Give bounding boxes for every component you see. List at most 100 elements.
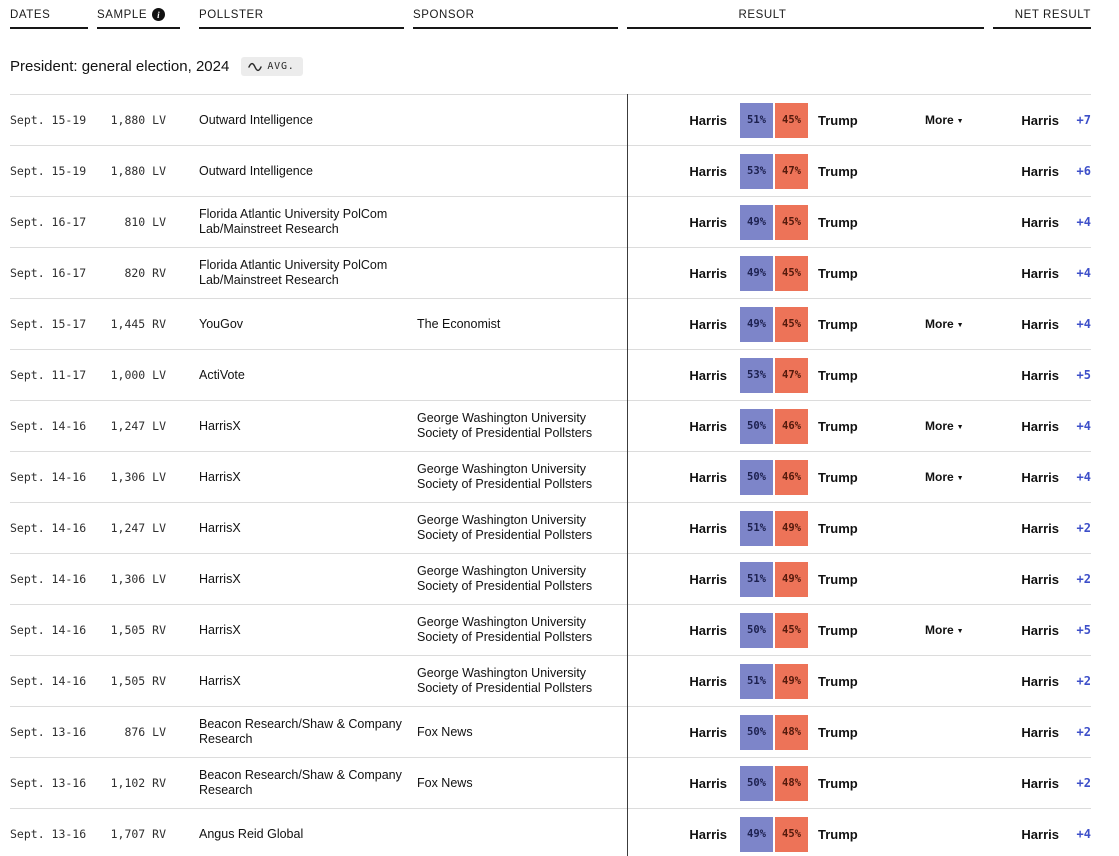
avg-button[interactable]: AVG. bbox=[241, 57, 303, 76]
poll-dates: Sept. 14-16 bbox=[10, 419, 87, 433]
trump-label: Trump bbox=[818, 775, 858, 791]
net-result-value: +4 bbox=[1076, 827, 1091, 841]
more-button-label: More bbox=[925, 470, 954, 484]
harris-label: Harris bbox=[689, 724, 727, 740]
poll-dates: Sept. 14-16 bbox=[10, 623, 87, 637]
trump-result-box: 48% bbox=[775, 765, 808, 801]
trump-result-box: 46% bbox=[775, 459, 808, 495]
more-button[interactable]: More ▼ bbox=[925, 113, 980, 127]
poll-sponsor: The Economist bbox=[417, 316, 501, 331]
trump-label: Trump bbox=[818, 418, 858, 434]
harris-percent: 50% bbox=[747, 777, 766, 789]
column-header-result-label: RESULT bbox=[738, 9, 787, 21]
poll-row: Sept. 14-16 1,306 LV HarrisX George Wash… bbox=[10, 553, 1091, 604]
column-header-pollster[interactable]: POLLSTER bbox=[199, 9, 404, 29]
trump-label: Trump bbox=[818, 112, 858, 128]
poll-sponsor: George Washington University Society of … bbox=[417, 615, 593, 644]
poll-sponsor: George Washington University Society of … bbox=[417, 513, 593, 542]
poll-sample: 1,306 LV bbox=[110, 572, 166, 586]
poll-sample: 1,247 LV bbox=[110, 521, 166, 535]
info-icon[interactable]: i bbox=[152, 8, 166, 21]
trump-percent: 45% bbox=[782, 267, 801, 279]
poll-row: Sept. 13-16 1,707 RV Angus Reid Global H… bbox=[10, 808, 1091, 856]
poll-pollster[interactable]: HarrisX bbox=[199, 469, 241, 484]
trump-label: Trump bbox=[818, 673, 858, 689]
trump-label: Trump bbox=[818, 724, 858, 740]
poll-sponsor: Fox News bbox=[417, 724, 473, 739]
column-header-sponsor-label: SPONSOR bbox=[413, 9, 475, 21]
column-header-sample[interactable]: SAMPLE i bbox=[97, 8, 180, 29]
net-result-party: Harris bbox=[1021, 775, 1059, 791]
harris-result-box: 51% bbox=[740, 102, 773, 138]
harris-result-box: 50% bbox=[740, 765, 773, 801]
poll-pollster[interactable]: Angus Reid Global bbox=[199, 826, 304, 841]
harris-label: Harris bbox=[689, 367, 727, 383]
column-header-dates[interactable]: DATES bbox=[10, 9, 88, 29]
harris-percent: 49% bbox=[747, 267, 766, 279]
trump-percent: 47% bbox=[782, 165, 801, 177]
poll-pollster[interactable]: ActiVote bbox=[199, 367, 245, 382]
poll-row: Sept. 15-17 1,445 RV YouGov The Economis… bbox=[10, 298, 1091, 349]
more-button[interactable]: More ▼ bbox=[925, 419, 980, 433]
trump-label: Trump bbox=[818, 265, 858, 281]
poll-sample: 1,505 RV bbox=[110, 674, 166, 688]
poll-pollster[interactable]: HarrisX bbox=[199, 622, 241, 637]
poll-dates: Sept. 11-17 bbox=[10, 368, 87, 382]
poll-pollster[interactable]: HarrisX bbox=[199, 418, 241, 433]
table-column-header: DATES SAMPLE i POLLSTER SPONSOR RESULT N… bbox=[10, 8, 1091, 29]
poll-sample: 1,000 LV bbox=[110, 368, 166, 382]
harris-result-box: 51% bbox=[740, 663, 773, 699]
net-result-party: Harris bbox=[1021, 724, 1059, 740]
poll-sample: 1,880 LV bbox=[110, 164, 166, 178]
poll-dates: Sept. 14-16 bbox=[10, 470, 87, 484]
column-header-pollster-label: POLLSTER bbox=[199, 9, 264, 21]
poll-pollster[interactable]: Florida Atlantic University PolCom Lab/M… bbox=[199, 207, 388, 236]
poll-row: Sept. 16-17 820 RV Florida Atlantic Univ… bbox=[10, 247, 1091, 298]
harris-result-box: 49% bbox=[740, 255, 773, 291]
harris-result-box: 50% bbox=[740, 612, 773, 648]
poll-pollster[interactable]: Beacon Research/Shaw & Company Research bbox=[199, 717, 402, 746]
net-result-value: +4 bbox=[1076, 419, 1091, 433]
harris-label: Harris bbox=[689, 775, 727, 791]
poll-dates: Sept. 13-16 bbox=[10, 827, 87, 841]
chevron-down-icon: ▼ bbox=[956, 475, 964, 482]
column-header-net-result[interactable]: NET RESULT bbox=[993, 9, 1091, 29]
trump-label: Trump bbox=[818, 214, 858, 230]
poll-pollster[interactable]: HarrisX bbox=[199, 571, 241, 586]
harris-label: Harris bbox=[689, 469, 727, 485]
more-button[interactable]: More ▼ bbox=[925, 623, 980, 637]
harris-percent: 49% bbox=[747, 318, 766, 330]
trump-result-box: 47% bbox=[775, 153, 808, 189]
net-result-party: Harris bbox=[1021, 571, 1059, 587]
poll-sample: 1,102 RV bbox=[110, 776, 166, 790]
polls-table: Sept. 15-19 1,880 LV Outward Intelligenc… bbox=[10, 94, 1091, 856]
poll-sponsor: George Washington University Society of … bbox=[417, 564, 593, 593]
poll-pollster[interactable]: Beacon Research/Shaw & Company Research bbox=[199, 768, 402, 797]
harris-percent: 53% bbox=[747, 165, 766, 177]
net-result-value: +4 bbox=[1076, 317, 1091, 331]
chevron-down-icon: ▼ bbox=[956, 424, 964, 431]
trump-result-box: 45% bbox=[775, 612, 808, 648]
poll-pollster[interactable]: HarrisX bbox=[199, 520, 241, 535]
poll-pollster[interactable]: HarrisX bbox=[199, 673, 241, 688]
more-button[interactable]: More ▼ bbox=[925, 470, 980, 484]
poll-pollster[interactable]: Florida Atlantic University PolCom Lab/M… bbox=[199, 258, 388, 287]
column-header-result[interactable]: RESULT bbox=[627, 9, 984, 29]
trump-result-box: 49% bbox=[775, 561, 808, 597]
trump-label: Trump bbox=[818, 520, 858, 536]
net-result-party: Harris bbox=[1021, 418, 1059, 434]
harris-result-box: 49% bbox=[740, 204, 773, 240]
poll-pollster[interactable]: YouGov bbox=[199, 316, 244, 331]
poll-dates: Sept. 16-17 bbox=[10, 266, 87, 280]
net-result-party: Harris bbox=[1021, 520, 1059, 536]
trump-percent: 49% bbox=[782, 522, 801, 534]
poll-sponsor: George Washington University Society of … bbox=[417, 666, 593, 695]
poll-pollster[interactable]: Outward Intelligence bbox=[199, 163, 313, 178]
column-header-sponsor[interactable]: SPONSOR bbox=[413, 9, 618, 29]
poll-pollster[interactable]: Outward Intelligence bbox=[199, 112, 313, 127]
more-button[interactable]: More ▼ bbox=[925, 317, 980, 331]
harris-result-box: 49% bbox=[740, 306, 773, 342]
trump-percent: 49% bbox=[782, 573, 801, 585]
poll-sample: 820 RV bbox=[124, 266, 166, 280]
section-header: President: general election, 2024 AVG. bbox=[10, 57, 1091, 76]
